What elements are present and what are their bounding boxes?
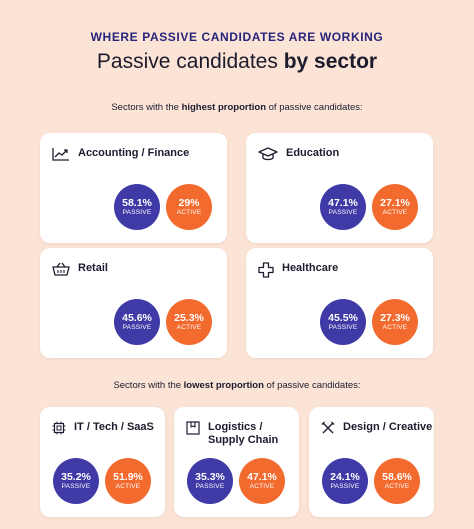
lowest-subhead: Sectors with the lowest proportion of pa… (0, 380, 474, 391)
active-label: ACTIVE (249, 483, 275, 490)
active-label: ACTIVE (176, 324, 202, 331)
sector-name: Retail (78, 262, 108, 274)
active-value: 25.3% (174, 312, 204, 324)
passive-value: 58.1% (122, 197, 152, 209)
lowest-bold: lowest proportion (183, 380, 264, 391)
medical-cross-icon (258, 262, 274, 278)
lowest-pre: Sectors with the (113, 380, 184, 391)
title-plain: Passive candidates (96, 50, 284, 73)
passive-label: PASSIVE (61, 483, 91, 490)
active-circle: 25.3% ACTIVE (166, 299, 212, 345)
passive-value: 45.6% (122, 312, 152, 324)
passive-circle: 45.5% PASSIVE (320, 299, 366, 345)
active-value: 58.6% (382, 471, 412, 483)
active-label: ACTIVE (384, 483, 410, 490)
graduation-cap-icon (258, 147, 278, 161)
active-circle: 27.1% ACTIVE (372, 184, 418, 230)
title-bold: by sector (283, 50, 378, 73)
design-tools-icon (321, 421, 335, 434)
chip-icon (52, 421, 66, 435)
highest-pre: Sectors with the (111, 102, 182, 113)
active-value: 27.1% (380, 197, 410, 209)
passive-circle: 24.1% PASSIVE (322, 458, 368, 504)
passive-circle: 58.1% PASSIVE (114, 184, 160, 230)
passive-circle: 47.1% PASSIVE (320, 184, 366, 230)
active-circle: 29% ACTIVE (166, 184, 212, 230)
sector-card-retail: Retail 45.6% PASSIVE 25.3% ACTIVE (40, 248, 227, 358)
passive-label: PASSIVE (195, 483, 225, 490)
lowest-post: of passive candidates: (263, 380, 361, 391)
active-circle: 27.3% ACTIVE (372, 299, 418, 345)
passive-label: PASSIVE (330, 483, 360, 490)
chart-icon (52, 148, 69, 161)
active-label: ACTIVE (382, 209, 408, 216)
highest-subhead: Sectors with the highest proportion of p… (0, 102, 474, 113)
sector-card-accounting-finance: Accounting / Finance 58.1% PASSIVE 29% A… (40, 133, 227, 243)
sector-name: Logistics / Supply Chain (208, 421, 278, 447)
active-value: 47.1% (247, 471, 277, 483)
passive-label: PASSIVE (328, 324, 358, 331)
passive-circle: 35.3% PASSIVE (187, 458, 233, 504)
active-value: 51.9% (113, 471, 143, 483)
passive-value: 45.5% (328, 312, 358, 324)
page-title: Passive candidates by sector (0, 50, 474, 74)
passive-label: PASSIVE (122, 209, 152, 216)
sector-card-logistics-supply-chain: Logistics / Supply Chain 35.3% PASSIVE 47… (174, 407, 299, 517)
sector-name: Design / Creative (343, 421, 433, 433)
passive-value: 35.3% (195, 471, 225, 483)
passive-value: 24.1% (330, 471, 360, 483)
sector-name: Healthcare (282, 262, 339, 274)
sector-name-line2: Supply Chain (208, 434, 279, 446)
sector-card-education: Education 47.1% PASSIVE 27.1% ACTIVE (246, 133, 433, 243)
sector-name: Accounting / Finance (78, 147, 190, 159)
active-circle: 51.9% ACTIVE (105, 458, 151, 504)
passive-value: 47.1% (328, 197, 358, 209)
sector-card-design-creative: Design / Creative 24.1% PASSIVE 58.6% AC… (309, 407, 434, 517)
sector-card-healthcare: Healthcare 45.5% PASSIVE 27.3% ACTIVE (246, 248, 433, 358)
active-label: ACTIVE (382, 324, 408, 331)
active-label: ACTIVE (176, 209, 202, 216)
passive-label: PASSIVE (328, 209, 358, 216)
passive-circle: 35.2% PASSIVE (53, 458, 99, 504)
active-circle: 58.6% ACTIVE (374, 458, 420, 504)
passive-label: PASSIVE (122, 324, 152, 331)
sector-name-line1: Logistics / (208, 421, 263, 433)
active-label: ACTIVE (115, 483, 141, 490)
basket-icon (52, 262, 70, 276)
active-value: 27.3% (380, 312, 410, 324)
sector-name: IT / Tech / SaaS (74, 421, 154, 433)
sector-name: Education (286, 147, 340, 159)
passive-circle: 45.6% PASSIVE (114, 299, 160, 345)
active-circle: 47.1% ACTIVE (239, 458, 285, 504)
sector-card-it-tech-saas: IT / Tech / SaaS 35.2% PASSIVE 51.9% ACT… (40, 407, 165, 517)
highest-post: of passive candidates: (266, 102, 363, 113)
passive-value: 35.2% (61, 471, 91, 483)
kicker: WHERE PASSIVE CANDIDATES ARE WORKING (90, 30, 384, 44)
active-value: 29% (178, 197, 200, 209)
highest-bold: highest proportion (181, 102, 266, 113)
box-icon (186, 421, 200, 435)
